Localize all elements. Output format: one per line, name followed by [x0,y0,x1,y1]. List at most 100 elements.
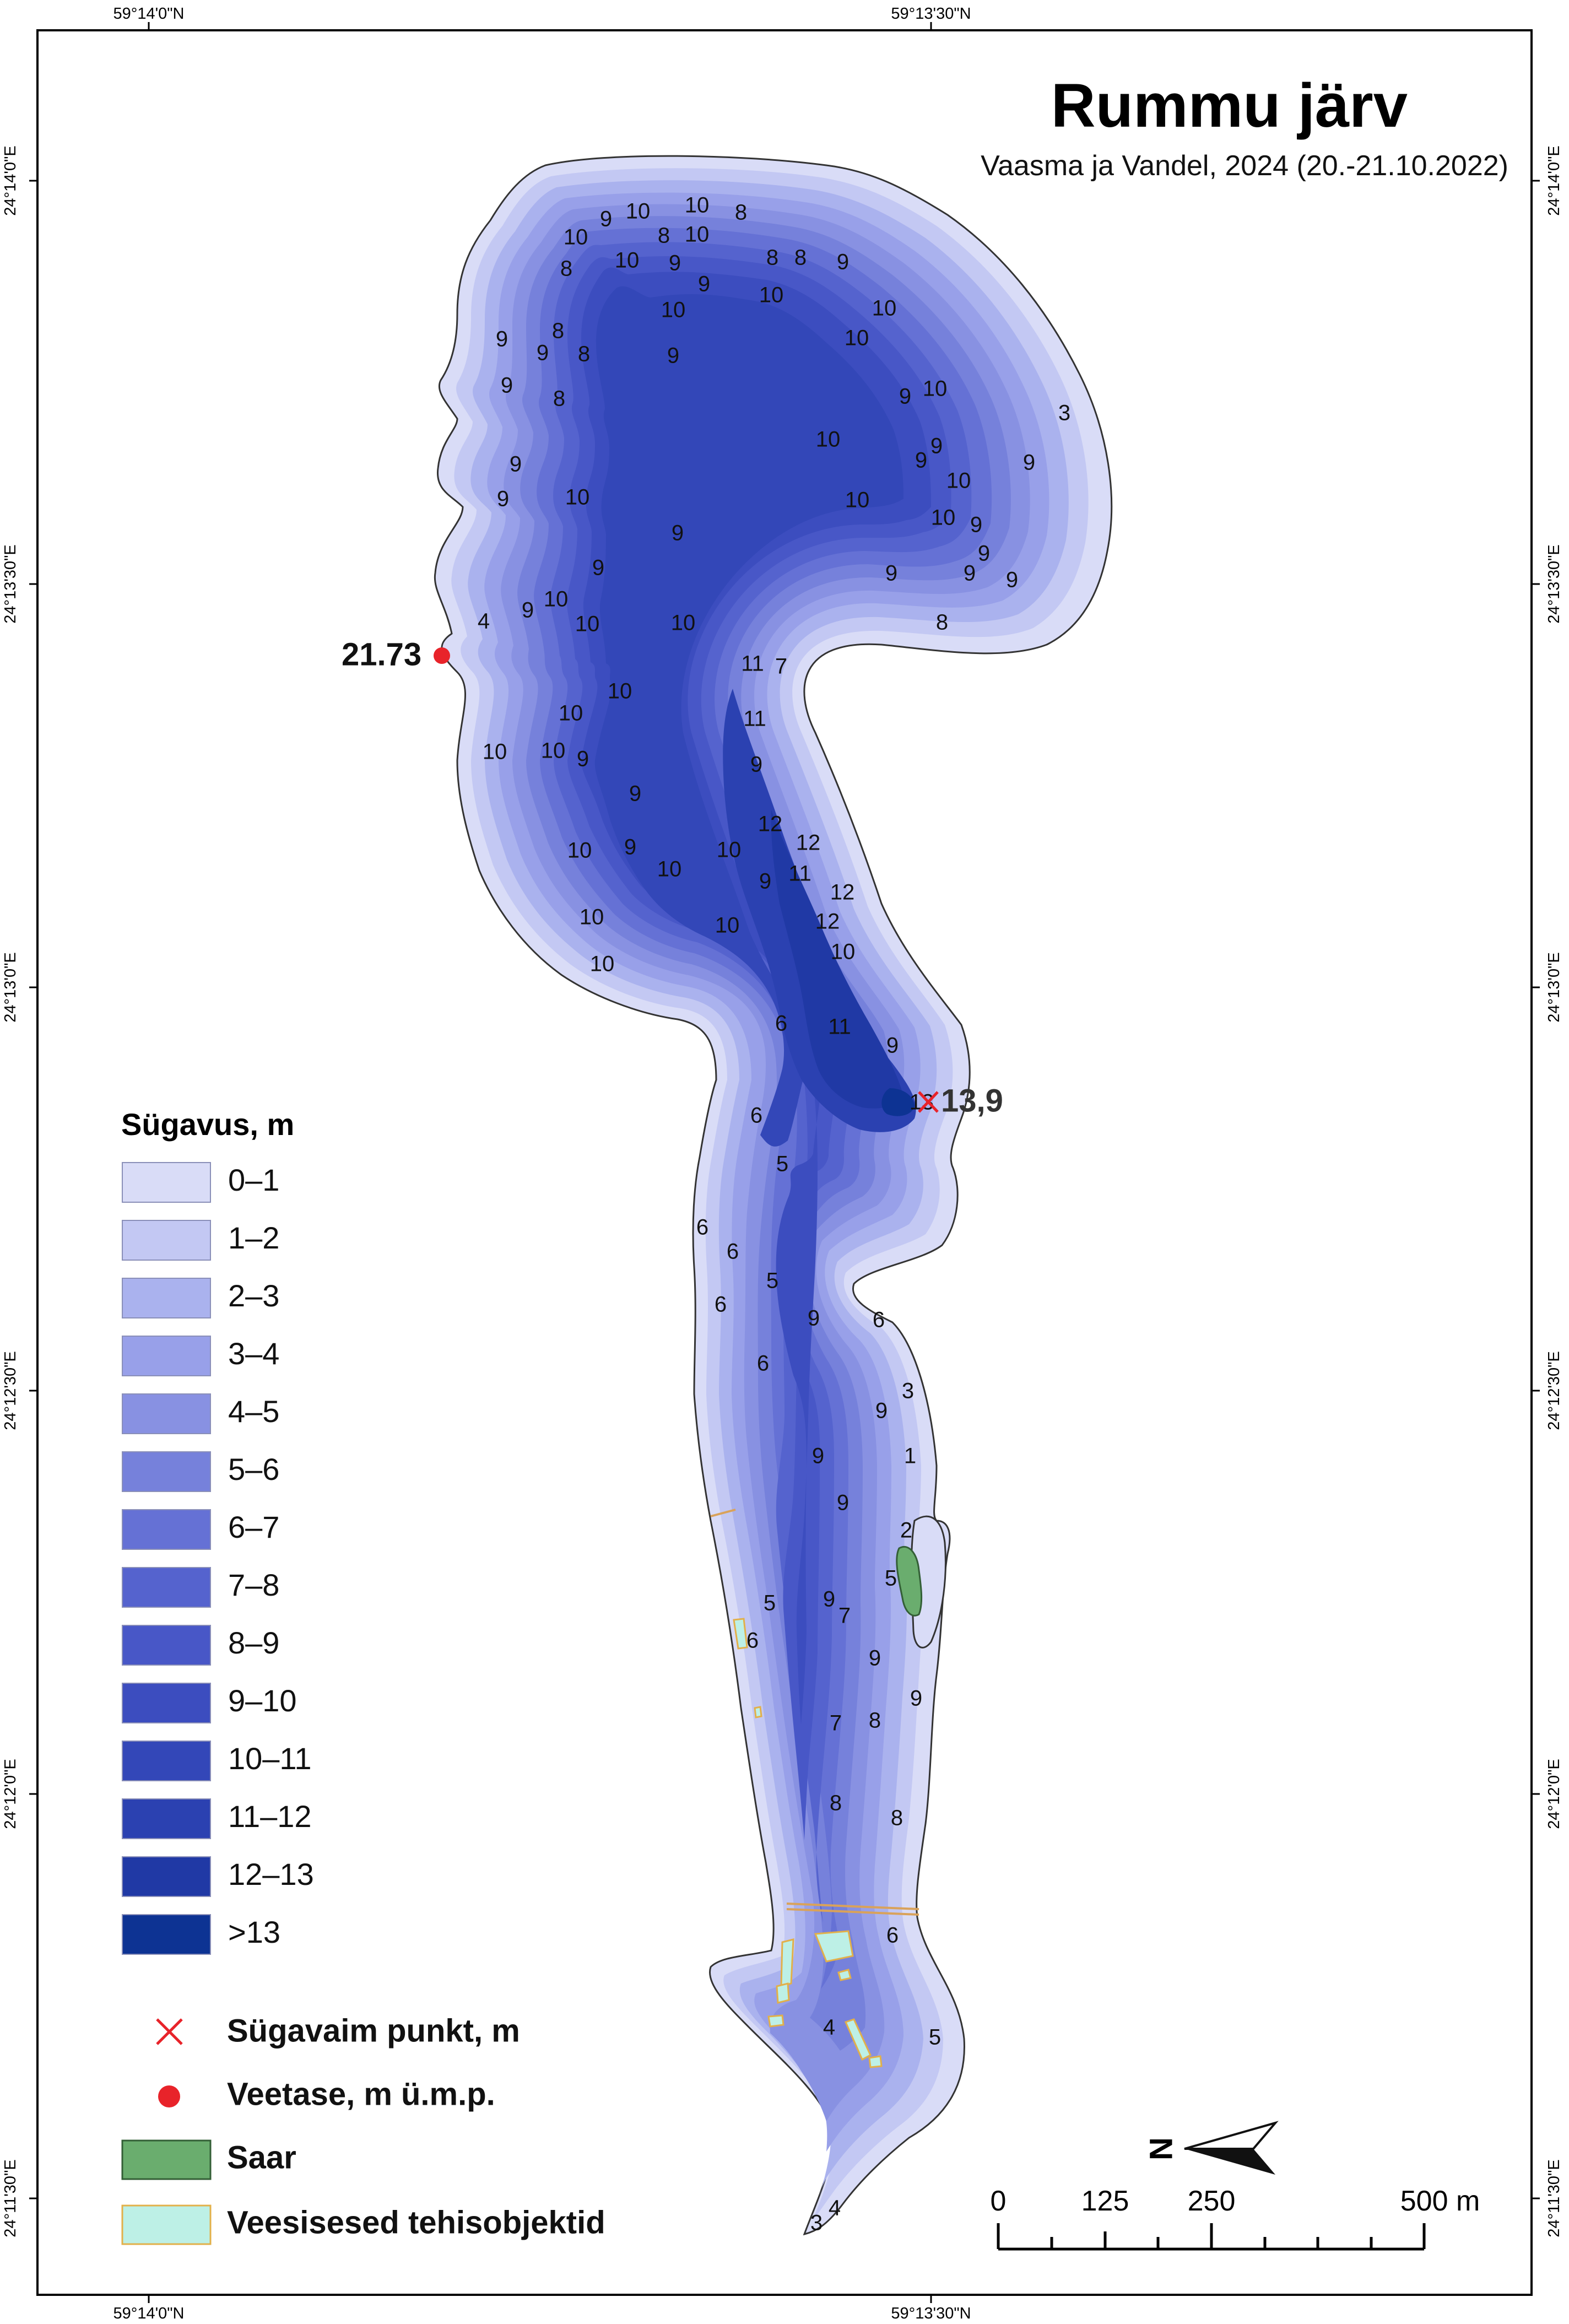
legend-swatch [122,1451,211,1492]
legend-swatch [122,1220,211,1261]
depth-label: 9 [501,374,513,398]
legend-class-label: 2–3 [228,1278,279,1313]
depth-label: 10 [872,296,897,321]
depth-label: 4 [829,2196,841,2220]
depth-label: 8 [553,387,565,411]
legend-swatch [122,1509,211,1550]
legend-class-label: 3–4 [228,1336,279,1371]
depth-label: 12 [830,880,855,905]
bridge-structure [786,1903,919,1916]
depth-label: 10 [590,952,615,976]
scale-label-500: 500 m [1400,2185,1480,2217]
coord-right-6: 24°11'30"E [1545,2159,1563,2237]
legend-class-label: 5–6 [228,1452,279,1487]
legend-swatch [122,1914,211,1955]
legend-class-label: 0–1 [228,1163,279,1197]
depth-label: 8 [830,1791,842,1815]
map-subtitle: Vaasma ja Vandel, 2024 (20.-21.10.2022) [981,150,1508,182]
depth-label: 10 [685,223,710,247]
depth-label: 10 [685,193,710,218]
scale-bar [997,2223,1426,2251]
legend-class-label: 8–9 [228,1625,279,1660]
depth-label: 9 [869,1646,881,1671]
depth-label: 9 [812,1444,824,1468]
depth-label: 10 [671,611,696,635]
depth-label: 12 [758,812,783,836]
coord-left-1: 24°14'0"E [2,145,19,215]
legend: Sügavus, m 0–1 1–2 2–3 3–4 4–5 5–6 6–7 7–8 8–9 9–… [121,1107,605,2245]
depth-label: 11 [828,1015,851,1039]
depth-label: 3 [810,2211,823,2235]
coord-right-1: 24°14'0"E [1545,145,1563,215]
legend-class-label: 9–10 [228,1683,297,1718]
island [896,1546,923,1617]
depth-label: 10 [717,838,742,862]
legend-swatch [122,1625,211,1666]
north-arrow-icon: N [1143,2121,1279,2175]
depth-label: 9 [577,747,589,771]
depth-label: 10 [661,298,686,322]
depth-label: 8 [578,342,590,366]
depth-label: 9 [1006,568,1018,592]
depth-label: 9 [510,452,522,477]
depth-label: 8 [766,246,778,270]
legend-class-label: >13 [228,1915,280,1949]
depth-label: 10 [541,739,566,763]
depth-label: 10 [845,326,869,350]
depth-label: 11 [788,862,811,886]
depth-label: 4 [478,609,490,634]
legend-symbol-water-level [158,2085,180,2107]
coord-left-4: 24°12'30"E [2,1351,19,1430]
depth-label: 4 [823,2015,835,2040]
legend-class-label: 6–7 [228,1510,279,1544]
depth-label: 9 [915,448,927,473]
depth-label: 9 [624,835,636,860]
depth-label: 10 [559,701,583,726]
depth-label: 9 [964,561,976,586]
lake-depth-zones [434,155,1113,2236]
depth-label: 8 [869,1709,881,1733]
depth-label: 8 [936,610,948,635]
depth-label: 10 [615,248,640,273]
legend-class-label: 7–8 [228,1568,279,1602]
depth-label: 10 [580,905,604,929]
coord-bottom-1: 59°14'0"N [113,2305,184,2322]
coord-top-2: 59°13'30"N [891,5,971,23]
underwater-objects [733,1618,883,2068]
depth-label: 9 [592,556,604,580]
depth-label: 9 [669,251,681,275]
scale-label-125: 125 [1081,2185,1129,2217]
scale-label-250: 250 [1188,2185,1236,2217]
coord-right-4: 24°12'30"E [1545,1351,1563,1430]
depth-label: 10 [544,587,569,612]
depth-label: 5 [885,1566,897,1591]
depth-label: 10 [715,914,740,938]
legend-swatch [122,1856,211,1897]
depth-label: 9 [930,434,943,458]
legend-swatch [122,1567,211,1608]
shore-structure-line [710,1509,736,1517]
legend-symbol-water-level-label: Veetase, m ü.m.p. [227,2076,495,2112]
legend-swatch [122,1798,211,1839]
legend-swatch [122,1741,211,1781]
coord-right-2: 24°13'30"E [1545,544,1563,624]
depth-label: 5 [776,1152,788,1176]
depth-label: 6 [750,1104,762,1128]
legend-swatch [122,1393,211,1434]
depth-label: 10 [565,485,590,510]
depth-label: 9 [537,341,549,365]
depth-label: 5 [766,1269,778,1293]
depth-label: 10 [759,283,784,307]
depth-label: 5 [929,2025,941,2050]
depth-label: 10 [816,428,841,452]
depth-label: 11 [743,707,766,731]
depth-label: 10 [923,377,948,401]
depth-label: 6 [886,1923,899,1948]
coord-right-5: 24°12'0"E [1545,1759,1563,1829]
depth-label: 6 [715,1293,727,1317]
depth-label: 10 [567,839,592,863]
coord-top-1: 59°14'0"N [113,5,184,23]
coord-bottom-2: 59°13'30"N [891,2305,971,2322]
depth-label: 10 [946,469,971,493]
